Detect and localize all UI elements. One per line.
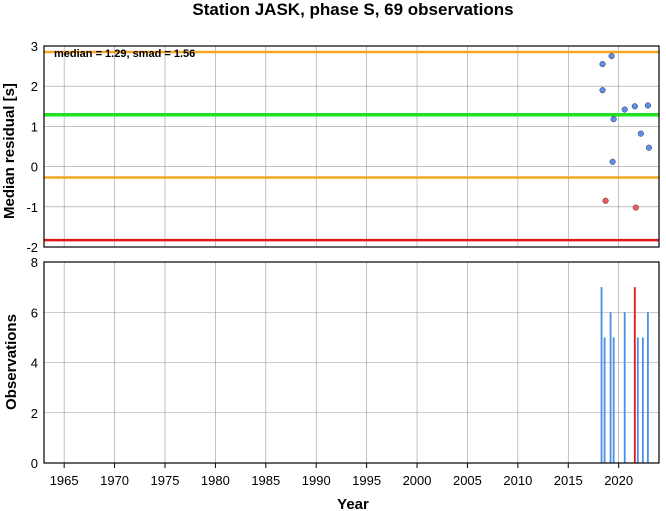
data-point bbox=[621, 106, 628, 113]
x-tick-label: 1975 bbox=[151, 473, 180, 488]
y-tick-label: -2 bbox=[26, 240, 38, 255]
data-point bbox=[644, 102, 651, 109]
observations-plot-frame bbox=[43, 261, 660, 464]
data-point bbox=[599, 61, 606, 68]
observation-bar bbox=[603, 337, 606, 463]
y-tick-label: 1 bbox=[31, 119, 38, 134]
median-smad-annotation: median = 1.29, smad = 1.56 bbox=[54, 48, 195, 60]
residual-plot: -2 -1 0 1 2 3 bbox=[26, 39, 660, 255]
x-tick-label: 2015 bbox=[554, 473, 583, 488]
x-tick-label: 2010 bbox=[503, 473, 532, 488]
observation-bar bbox=[623, 312, 626, 463]
x-axis-label: Year bbox=[337, 496, 369, 511]
data-point bbox=[610, 116, 617, 123]
observation-bar bbox=[612, 337, 615, 463]
observation-bar bbox=[641, 337, 644, 463]
y-tick-label: 2 bbox=[31, 406, 38, 421]
y-tick-label: 6 bbox=[31, 305, 38, 320]
data-point bbox=[602, 197, 609, 204]
data-point bbox=[609, 158, 616, 165]
x-tick-label: 1970 bbox=[100, 473, 129, 488]
data-point bbox=[645, 144, 652, 151]
data-point bbox=[608, 53, 615, 60]
x-tick-label: 2020 bbox=[604, 473, 633, 488]
y-tick-label: 0 bbox=[31, 456, 38, 471]
observation-bar bbox=[636, 337, 639, 463]
observations-plot: 1965 1970 1975 1980 1985 1990 1995 2000 2005 2010… bbox=[31, 255, 660, 488]
y-tick-label: 0 bbox=[31, 160, 38, 175]
y-tick-label: 2 bbox=[31, 79, 38, 94]
x-tick-label: 1990 bbox=[302, 473, 331, 488]
y-tick-label: 3 bbox=[31, 39, 38, 54]
chart-title: Station JASK, phase S, 69 observations bbox=[192, 0, 513, 19]
x-tick-label: 1995 bbox=[352, 473, 381, 488]
observations-y-axis-label: Observations bbox=[3, 314, 20, 410]
observation-bar bbox=[600, 287, 603, 463]
data-point bbox=[637, 130, 644, 137]
x-tick-label: 1980 bbox=[201, 473, 230, 488]
x-tick-label: 1965 bbox=[50, 473, 79, 488]
y-tick-label: -1 bbox=[26, 200, 38, 215]
residual-plot-frame bbox=[43, 45, 660, 248]
x-tick-label: 2000 bbox=[403, 473, 432, 488]
data-point bbox=[599, 87, 606, 94]
y-tick-label: 4 bbox=[31, 356, 38, 371]
observation-bar bbox=[647, 312, 649, 463]
residual-y-axis-label: Median residual [s] bbox=[1, 83, 18, 219]
x-tick-label: 2005 bbox=[453, 473, 482, 488]
data-point bbox=[632, 204, 639, 211]
observation-bar bbox=[633, 287, 636, 463]
observation-bar bbox=[609, 312, 612, 463]
y-tick-label: 8 bbox=[31, 255, 38, 270]
data-point bbox=[631, 103, 638, 110]
x-tick-label: 1985 bbox=[251, 473, 280, 488]
